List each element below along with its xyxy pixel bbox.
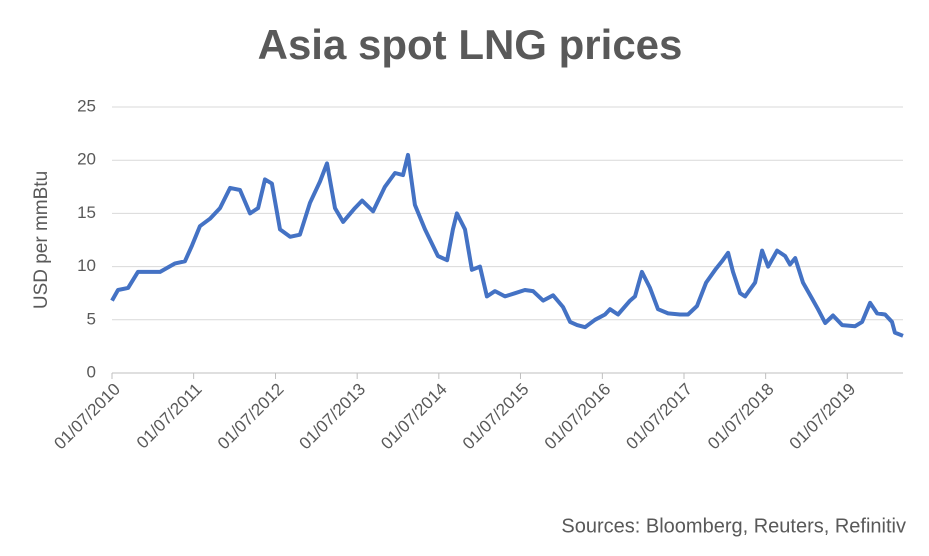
y-tick-label: 5 [87,309,96,328]
x-tick-label: 01/07/2013 [296,380,370,454]
y-axis-label: USD per mmBtu [31,171,52,309]
source-note: Sources: Bloomberg, Reuters, Refinitiv [561,515,906,537]
x-tick-label: 01/07/2018 [704,380,778,454]
x-tick-label: 01/07/2010 [50,380,124,454]
x-tick-label: 01/07/2014 [377,380,451,454]
price-line [110,152,904,338]
y-tick-label: 20 [77,150,96,169]
x-tick-label: 01/07/2012 [214,380,288,454]
y-tick-label: 15 [77,203,96,222]
y-tick-label: 10 [77,256,96,275]
chart-title: Asia spot LNG prices [258,21,683,68]
x-tick-label: 01/07/2015 [459,380,533,454]
y-tick-label: 25 [77,96,96,115]
x-tick-label: 01/07/2011 [133,380,206,453]
y-tick-label: 0 [87,362,96,381]
x-tick-label: 01/07/2019 [786,380,860,454]
x-tick-label: 01/07/2016 [541,380,615,454]
x-tick-label: 01/07/2017 [622,380,696,454]
